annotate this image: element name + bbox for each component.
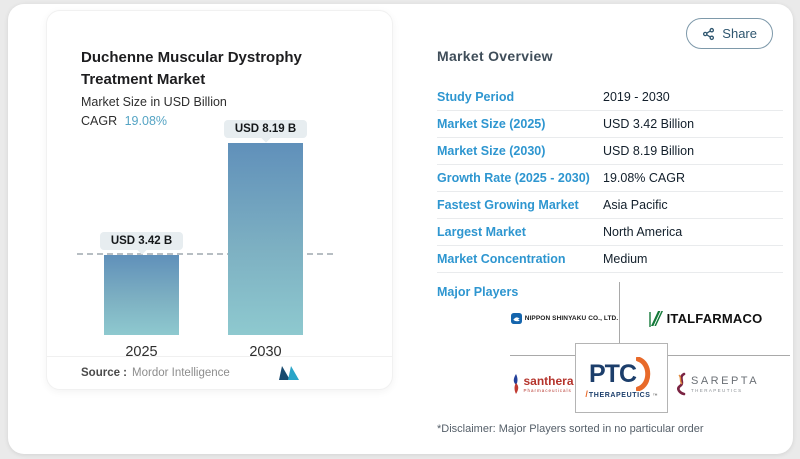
row-label: Market Size (2030): [437, 144, 546, 158]
player-name: SAREPTA: [691, 374, 760, 387]
table-row: Market Size (2025) USD 3.42 Billion: [437, 111, 783, 138]
bar-2030: [228, 143, 303, 335]
ptc-slash: /: [585, 389, 588, 399]
cagr-label: CAGR: [81, 114, 118, 128]
santhera-icon: [514, 373, 519, 394]
bar-chart: USD 3.42 B USD 8.19 B 2025 2030: [47, 11, 392, 389]
chart-subtitle: Market Size in USD Billion: [81, 95, 227, 109]
row-label: Largest Market: [437, 225, 526, 239]
ptc-swoosh-icon: [636, 357, 651, 391]
bar-group-2025: USD 3.42 B: [99, 232, 184, 335]
player-subtitle: THERAPEUTICS: [691, 387, 743, 393]
italfarmaco-icon: [648, 310, 663, 327]
player-name: NIPPON SHINYAKU CO., LTD.: [524, 315, 619, 322]
ptc-logo: PTC: [589, 357, 654, 391]
overview-heading: Market Overview: [437, 48, 553, 64]
major-players-grid: NIPPON SHINYAKU CO., LTD. ITALFARMACO: [510, 282, 790, 414]
player-santhera: santhera Pharmaceuticals: [510, 355, 576, 412]
player-sarepta: SAREPTA THERAPEUTICS: [668, 355, 790, 412]
table-row: Growth Rate (2025 - 2030) 19.08% CAGR: [437, 165, 783, 192]
table-row: Largest Market North America: [437, 219, 783, 246]
chart-title: Duchenne Muscular Dystrophy Treatment Ma…: [81, 47, 361, 91]
table-row: Fastest Growing Market Asia Pacific: [437, 192, 783, 219]
player-italfarmaco: ITALFARMACO: [620, 282, 790, 355]
row-value: Medium: [603, 252, 648, 266]
major-players-label: Major Players: [437, 285, 519, 299]
source-value: Mordor Intelligence: [132, 367, 230, 379]
player-name: santhera: [523, 374, 574, 388]
chart-title-line1: Duchenne Muscular Dystrophy: [81, 49, 302, 66]
player-name: PTC: [589, 359, 637, 388]
source-row: Source : Mordor Intelligence: [47, 356, 392, 389]
player-name: ITALFARMACO: [666, 311, 763, 326]
row-value: 19.08% CAGR: [603, 171, 685, 185]
cagr-line: CAGR 19.08%: [81, 114, 167, 128]
overview-table: Study Period 2019 - 2030 Market Size (20…: [437, 84, 783, 273]
trademark-mark: ™: [652, 393, 658, 399]
bar-value-badge: USD 3.42 B: [99, 232, 184, 250]
cagr-value: 19.08%: [124, 114, 168, 128]
row-value: Asia Pacific: [603, 198, 668, 212]
row-value: North America: [603, 225, 683, 239]
player-ptc-therapeutics: PTC / THERAPEUTICS ™: [575, 343, 668, 413]
nippon-shinyaku-logo: NIPPON SHINYAKU CO., LTD.: [510, 313, 619, 324]
row-label: Fastest Growing Market: [437, 198, 579, 212]
chart-title-line2: Treatment Market: [81, 70, 206, 88]
row-label: Market Concentration: [437, 252, 566, 266]
row-label: Growth Rate (2025 - 2030): [437, 171, 590, 185]
table-row: Market Size (2030) USD 8.19 Billion: [437, 138, 783, 165]
share-icon: [703, 27, 715, 40]
bar-group-2030: USD 8.19 B: [223, 120, 308, 335]
mordor-intelligence-logo-icon: [279, 366, 299, 380]
players-row-1: NIPPON SHINYAKU CO., LTD. ITALFARMACO: [510, 282, 790, 355]
sarepta-icon: [677, 372, 686, 395]
row-label: Study Period: [437, 90, 515, 104]
player-subtitle: THERAPEUTICS: [588, 392, 651, 399]
bar-value-badge: USD 8.19 B: [223, 120, 308, 138]
ptc-sub-line: / THERAPEUTICS ™: [585, 389, 657, 399]
italfarmaco-logo: ITALFARMACO: [648, 309, 763, 329]
sarepta-logo: SAREPTA THERAPEUTICS: [676, 372, 759, 396]
santhera-logo: santhera Pharmaceuticals: [512, 373, 574, 395]
disclaimer-text: *Disclaimer: Major Players sorted in no …: [437, 423, 704, 435]
reference-line: [77, 253, 333, 255]
nippon-shinyaku-icon: [510, 313, 522, 324]
table-row: Study Period 2019 - 2030: [437, 84, 783, 111]
bar-2025: [104, 255, 179, 335]
chart-panel: Duchenne Muscular Dystrophy Treatment Ma…: [46, 10, 393, 390]
row-value: USD 8.19 Billion: [603, 144, 695, 158]
share-button[interactable]: Share: [686, 18, 773, 49]
source-label: Source :: [81, 367, 128, 379]
row-value: 2019 - 2030: [603, 90, 670, 104]
row-label: Market Size (2025): [437, 117, 546, 131]
share-label: Share: [722, 26, 757, 41]
player-subtitle: Pharmaceuticals: [523, 388, 572, 393]
table-row: Market Concentration Medium: [437, 246, 783, 273]
infographic-card: Share Duchenne Muscular Dystrophy Treatm…: [8, 4, 793, 454]
player-nippon-shinyaku: NIPPON SHINYAKU CO., LTD.: [510, 282, 620, 355]
row-value: USD 3.42 Billion: [603, 117, 695, 131]
